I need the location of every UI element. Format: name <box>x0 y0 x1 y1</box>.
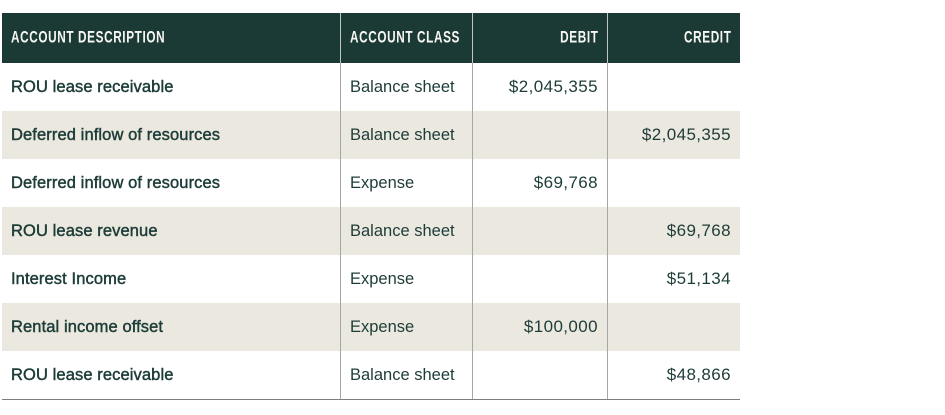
cell-debit <box>472 351 607 399</box>
column-header-label: CREDIT <box>683 28 731 47</box>
cell-debit: $2,045,355 <box>472 63 607 111</box>
cell-account-class: Expense <box>340 159 472 207</box>
cell-debit <box>472 111 607 159</box>
column-header-label: ACCOUNT DESCRIPTION <box>11 28 166 47</box>
cell-debit <box>472 207 607 255</box>
column-header-account-class: ACCOUNT CLASS <box>340 13 472 63</box>
cell-account-description: ROU lease receivable <box>2 351 340 399</box>
cell-account-class: Balance sheet <box>340 63 472 111</box>
column-header-credit: CREDIT <box>607 13 740 63</box>
column-header-debit: DEBIT <box>472 13 607 63</box>
cell-debit <box>472 255 607 303</box>
column-header-account-description: ACCOUNT DESCRIPTION <box>2 13 340 63</box>
cell-account-class: Expense <box>340 303 472 351</box>
cell-credit <box>607 159 740 207</box>
cell-credit: $2,045,355 <box>607 111 740 159</box>
cell-account-description: ROU lease revenue <box>2 207 340 255</box>
cell-credit <box>607 63 740 111</box>
cell-credit <box>607 303 740 351</box>
cell-account-description: ROU lease receivable <box>2 63 340 111</box>
cell-account-description: Deferred inflow of resources <box>2 111 340 159</box>
cell-account-description: Deferred inflow of resources <box>2 159 340 207</box>
cell-credit: $51,134 <box>607 255 740 303</box>
cell-credit: $48,866 <box>607 351 740 399</box>
column-header-label: DEBIT <box>559 28 598 47</box>
cell-debit: $100,000 <box>472 303 607 351</box>
cell-debit: $69,768 <box>472 159 607 207</box>
cell-account-description: Rental income offset <box>2 303 340 351</box>
column-header-label: ACCOUNT CLASS <box>350 28 460 47</box>
cell-account-class: Balance sheet <box>340 351 472 399</box>
cell-account-class: Balance sheet <box>340 207 472 255</box>
cell-credit: $69,768 <box>607 207 740 255</box>
table: ACCOUNT DESCRIPTION ACCOUNT CLASS DEBIT … <box>2 13 740 400</box>
cell-account-description: Interest Income <box>2 255 340 303</box>
cell-account-class: Expense <box>340 255 472 303</box>
journal-entries-table: ACCOUNT DESCRIPTION ACCOUNT CLASS DEBIT … <box>2 13 740 400</box>
cell-account-class: Balance sheet <box>340 111 472 159</box>
